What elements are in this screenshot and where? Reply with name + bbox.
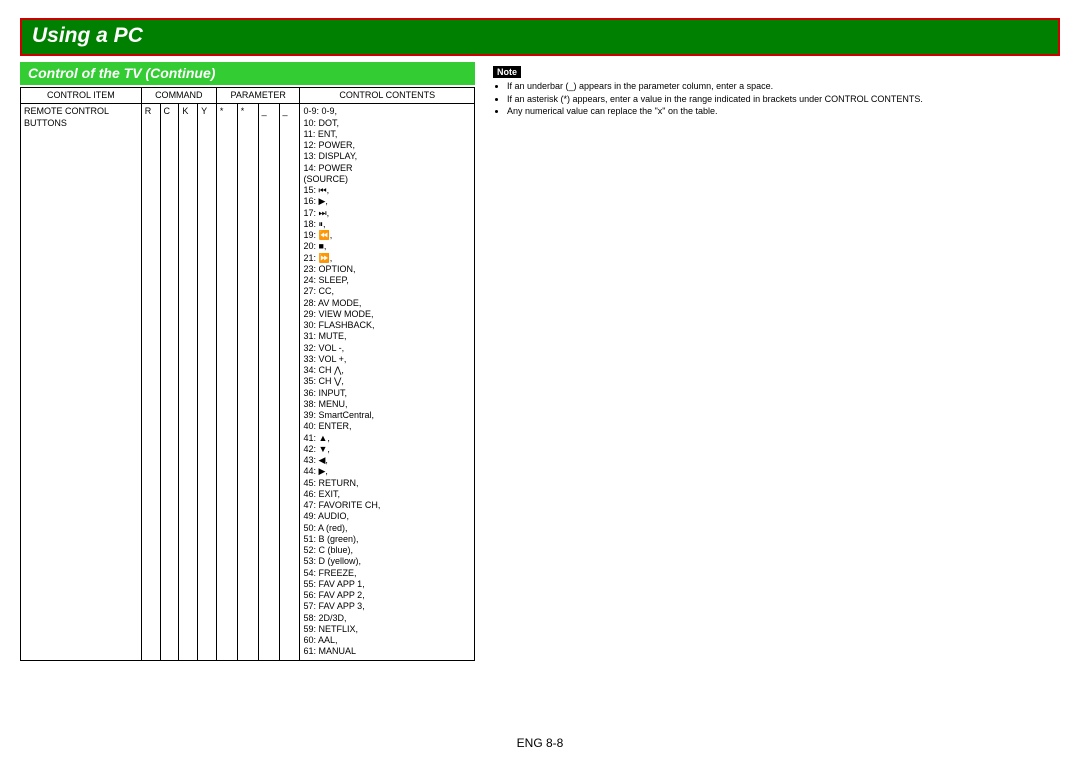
- contents-line: (SOURCE): [303, 174, 348, 184]
- contents-line: 34: CH ⋀,: [303, 365, 343, 375]
- contents-line: 32: VOL -,: [303, 343, 344, 353]
- note-item: Any numerical value can replace the "x" …: [507, 106, 1060, 118]
- contents-line: 45: RETURN,: [303, 478, 358, 488]
- contents-line: 18: ⏸,: [303, 219, 325, 229]
- note-item: If an underbar (_) appears in the parame…: [507, 81, 1060, 93]
- section-subtitle-bar: Control of the TV (Continue): [20, 62, 475, 85]
- contents-line: 55: FAV APP 1,: [303, 579, 364, 589]
- contents-line: 43: ◀,: [303, 455, 327, 465]
- page-title-bar: Using a PC: [20, 18, 1060, 56]
- contents-line: 42: ▼,: [303, 444, 329, 454]
- contents-line: 12: POWER,: [303, 140, 355, 150]
- contents-line: 46: EXIT,: [303, 489, 340, 499]
- col-parameter: PARAMETER: [216, 88, 300, 104]
- contents-line: 19: ⏪,: [303, 230, 332, 240]
- contents-line: 40: ENTER,: [303, 421, 351, 431]
- contents-line: 50: A (red),: [303, 523, 347, 533]
- contents-line: 20: ■,: [303, 241, 326, 251]
- page-footer: ENG 8-8: [0, 736, 1080, 750]
- content-columns: Control of the TV (Continue) CONTROL ITE…: [20, 62, 1060, 661]
- note-item: If an asterisk (*) appears, enter a valu…: [507, 94, 1060, 106]
- contents-line: 0-9: 0-9,: [303, 106, 337, 116]
- cell-par2: *: [237, 104, 258, 660]
- cell-cmd2: C: [160, 104, 179, 660]
- contents-line: 51: B (green),: [303, 534, 358, 544]
- contents-line: 39: SmartCentral,: [303, 410, 374, 420]
- contents-line: 49: AUDIO,: [303, 511, 349, 521]
- contents-line: 47: FAVORITE CH,: [303, 500, 380, 510]
- contents-line: 61: MANUAL: [303, 646, 356, 656]
- contents-line: 31: MUTE,: [303, 331, 346, 341]
- contents-line: 38: MENU,: [303, 399, 347, 409]
- contents-line: 59: NETFLIX,: [303, 624, 358, 634]
- cell-cmd1: R: [141, 104, 160, 660]
- cell-par1: *: [216, 104, 237, 660]
- contents-line: 57: FAV APP 3,: [303, 601, 364, 611]
- command-table: CONTROL ITEM COMMAND PARAMETER CONTROL C…: [20, 87, 475, 661]
- cell-cmd4: Y: [198, 104, 217, 660]
- contents-line: 23: OPTION,: [303, 264, 355, 274]
- note-badge: Note: [493, 66, 521, 78]
- page-title: Using a PC: [32, 24, 143, 47]
- contents-line: 24: SLEEP,: [303, 275, 348, 285]
- notes-list: If an underbar (_) appears in the parame…: [493, 81, 1060, 118]
- contents-line: 41: ▲,: [303, 433, 329, 443]
- contents-line: 10: DOT,: [303, 118, 339, 128]
- contents-line: 13: DISPLAY,: [303, 151, 357, 161]
- contents-line: 52: C (blue),: [303, 545, 353, 555]
- table-header-row: CONTROL ITEM COMMAND PARAMETER CONTROL C…: [21, 88, 475, 104]
- contents-line: 53: D (yellow),: [303, 556, 361, 566]
- contents-line: 17: ⏭,: [303, 208, 329, 218]
- contents-line: 28: AV MODE,: [303, 298, 361, 308]
- contents-line: 35: CH ⋁,: [303, 376, 343, 386]
- contents-line: 11: ENT,: [303, 129, 337, 139]
- contents-line: 54: FREEZE,: [303, 568, 356, 578]
- contents-line: 30: FLASHBACK,: [303, 320, 374, 330]
- col-control-contents: CONTROL CONTENTS: [300, 88, 475, 104]
- contents-line: 44: ▶,: [303, 466, 327, 476]
- table-row: REMOTE CONTROL BUTTONS R C K Y * * _ _ 0…: [21, 104, 475, 660]
- section-subtitle: Control of the TV (Continue): [28, 65, 215, 81]
- contents-line: 29: VIEW MODE,: [303, 309, 373, 319]
- cell-control-item: REMOTE CONTROL BUTTONS: [21, 104, 142, 660]
- cell-par4: _: [279, 104, 300, 660]
- contents-line: 15: ⏮,: [303, 185, 329, 195]
- col-control-item: CONTROL ITEM: [21, 88, 142, 104]
- cell-par3: _: [258, 104, 279, 660]
- contents-line: 14: POWER: [303, 163, 352, 173]
- contents-line: 56: FAV APP 2,: [303, 590, 364, 600]
- contents-line: 21: ⏩,: [303, 253, 332, 263]
- contents-line: 33: VOL +,: [303, 354, 346, 364]
- left-column: Control of the TV (Continue) CONTROL ITE…: [20, 62, 475, 661]
- contents-line: 16: ▶,: [303, 196, 327, 206]
- col-command: COMMAND: [141, 88, 216, 104]
- right-column: Note If an underbar (_) appears in the p…: [493, 62, 1060, 661]
- contents-line: 36: INPUT,: [303, 388, 347, 398]
- cell-control-contents: 0-9: 0-9, 10: DOT,11: ENT,12: POWER,13: D…: [300, 104, 475, 660]
- contents-line: 27: CC,: [303, 286, 334, 296]
- cell-cmd3: K: [179, 104, 198, 660]
- contents-line: 60: AAL,: [303, 635, 337, 645]
- contents-line: 58: 2D/3D,: [303, 613, 346, 623]
